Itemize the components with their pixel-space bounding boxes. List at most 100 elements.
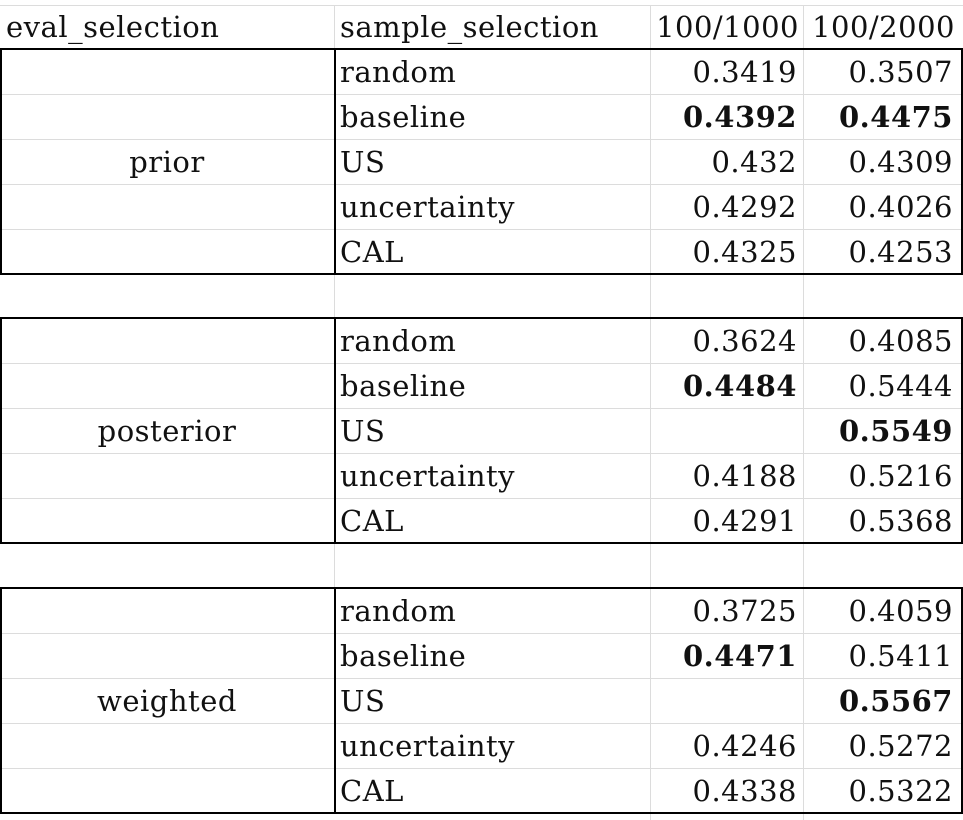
value-100-2000-cell: 0.5322 <box>848 773 953 808</box>
gridline-horizontal <box>0 543 963 544</box>
gridline-vertical <box>650 543 651 587</box>
sample-selection-cell: random <box>340 54 457 89</box>
gridline-vertical <box>803 5 804 820</box>
gridline-horizontal <box>0 274 963 275</box>
table-row: CAL 0.4338 0.5322 <box>0 768 963 813</box>
sample-selection-cell: US <box>340 683 386 718</box>
gridline-vertical <box>803 543 804 587</box>
table-border <box>0 48 2 274</box>
eval-selection-cell: weighted <box>97 683 237 718</box>
value-100-1000-cell <box>650 408 803 453</box>
gridline-vertical <box>334 543 335 587</box>
value-100-2000-cell: 0.5567 <box>839 683 953 718</box>
value-100-2000-cell: 0.4059 <box>848 593 953 628</box>
value-100-2000-cell: 0.4026 <box>848 189 953 224</box>
value-100-1000-cell: 0.3725 <box>692 593 797 628</box>
gridline-horizontal <box>0 408 963 409</box>
table-row: baseline 0.4484 0.5444 <box>0 363 963 408</box>
value-100-2000-cell: 0.5444 <box>848 368 953 403</box>
table-row: random 0.3624 0.4085 <box>0 318 963 363</box>
value-100-2000-cell: 0.5216 <box>848 458 953 493</box>
gridline-horizontal <box>0 229 963 230</box>
table-row: US 0.432 0.4309 <box>0 139 963 184</box>
table-row: baseline 0.4471 0.5411 <box>0 633 963 678</box>
value-100-1000-cell <box>650 678 803 723</box>
column-header: sample_selection <box>340 10 599 44</box>
table-border <box>961 587 963 813</box>
sample-selection-cell: US <box>340 413 386 448</box>
table-border <box>0 812 963 814</box>
table-border <box>0 542 963 544</box>
gridline-horizontal <box>0 184 963 185</box>
table-row: uncertainty 0.4246 0.5272 <box>0 723 963 768</box>
table-border <box>961 317 963 543</box>
gridline-horizontal <box>0 768 963 769</box>
value-100-1000-cell: 0.3624 <box>692 323 797 358</box>
sample-selection-cell: baseline <box>340 638 467 673</box>
sample-selection-cell: random <box>340 323 457 358</box>
gridline-vertical <box>334 5 335 49</box>
gridline-vertical <box>334 274 335 318</box>
value-100-2000-cell: 0.5549 <box>839 413 953 448</box>
value-100-2000-cell: 0.5272 <box>848 728 953 763</box>
gridline-horizontal <box>0 678 963 679</box>
value-100-1000-cell: 0.3419 <box>692 54 797 89</box>
sample-selection-cell: CAL <box>340 503 404 538</box>
table-border <box>0 317 2 543</box>
sample-selection-cell: CAL <box>340 773 404 808</box>
table-border <box>0 48 963 50</box>
eval-selection-cell: prior <box>129 144 205 179</box>
value-100-1000-cell: 0.4246 <box>692 728 797 763</box>
table-border <box>0 273 963 275</box>
value-100-2000-cell: 0.4085 <box>848 323 953 358</box>
value-100-1000-cell: 0.4392 <box>683 99 797 134</box>
value-100-1000-cell: 0.4338 <box>692 773 797 808</box>
value-100-1000-cell: 0.4484 <box>683 368 797 403</box>
table-border <box>961 48 963 274</box>
table-border <box>0 587 963 589</box>
value-100-1000-cell: 0.4471 <box>683 638 797 673</box>
value-100-2000-cell: 0.4309 <box>848 144 953 179</box>
value-100-2000-cell: 0.5411 <box>848 638 953 673</box>
gridline-horizontal <box>0 5 963 6</box>
value-100-2000-cell: 0.4475 <box>839 99 953 134</box>
column-header: eval_selection <box>6 10 220 44</box>
sample-selection-cell: uncertainty <box>340 728 516 763</box>
table-row: random 0.3419 0.3507 <box>0 49 963 94</box>
table-row: uncertainty 0.4292 0.4026 <box>0 184 963 229</box>
table-row: US 0.5567 <box>0 678 963 723</box>
value-100-1000-cell: 0.4291 <box>692 503 797 538</box>
column-header: 100/1000 <box>656 10 799 44</box>
value-100-1000-cell: 0.4188 <box>692 458 797 493</box>
table-row: CAL 0.4291 0.5368 <box>0 498 963 543</box>
gridline-horizontal <box>0 723 963 724</box>
table-row: uncertainty 0.4188 0.5216 <box>0 453 963 498</box>
table-row: CAL 0.4325 0.4253 <box>0 229 963 274</box>
column-header: 100/2000 <box>812 10 955 44</box>
sample-selection-cell: uncertainty <box>340 189 516 224</box>
sample-selection-cell: CAL <box>340 234 404 269</box>
sample-selection-cell: baseline <box>340 99 467 134</box>
gridline-vertical <box>650 274 651 318</box>
gridline-horizontal <box>0 139 963 140</box>
value-100-1000-cell: 0.4325 <box>692 234 797 269</box>
sample-selection-cell: random <box>340 593 457 628</box>
value-100-1000-cell: 0.4292 <box>692 189 797 224</box>
table-border <box>334 48 336 274</box>
table-row: baseline 0.4392 0.4475 <box>0 94 963 139</box>
table-row: random 0.3725 0.4059 <box>0 588 963 633</box>
eval-selection-cell: posterior <box>97 413 237 448</box>
table-border <box>334 587 336 813</box>
value-100-1000-cell: 0.432 <box>711 144 797 179</box>
sample-selection-cell: uncertainty <box>340 458 516 493</box>
header-row: eval_selection sample_selection 100/1000 10… <box>0 5 963 49</box>
table-row: US 0.5549 <box>0 408 963 453</box>
sample-selection-cell: baseline <box>340 368 467 403</box>
gridline-horizontal <box>0 94 963 95</box>
value-100-2000-cell: 0.3507 <box>848 54 953 89</box>
gridline-horizontal <box>0 453 963 454</box>
value-100-2000-cell: 0.4253 <box>848 234 953 269</box>
table-border <box>334 317 336 543</box>
sample-selection-cell: US <box>340 144 386 179</box>
